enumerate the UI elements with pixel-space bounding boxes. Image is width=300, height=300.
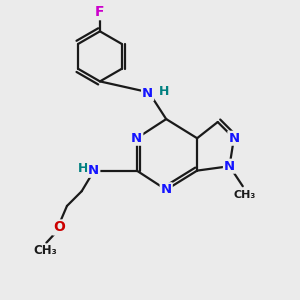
- Text: N: N: [142, 87, 153, 100]
- Text: N: N: [131, 132, 142, 145]
- Text: CH₃: CH₃: [33, 244, 57, 257]
- Text: O: O: [53, 220, 65, 234]
- Text: N: N: [88, 164, 99, 177]
- Text: H: H: [159, 85, 169, 98]
- Text: CH₃: CH₃: [234, 190, 256, 200]
- Text: N: N: [228, 132, 239, 145]
- Text: F: F: [95, 5, 105, 19]
- Text: H: H: [78, 162, 88, 175]
- Text: N: N: [224, 160, 235, 173]
- Text: N: N: [160, 183, 172, 196]
